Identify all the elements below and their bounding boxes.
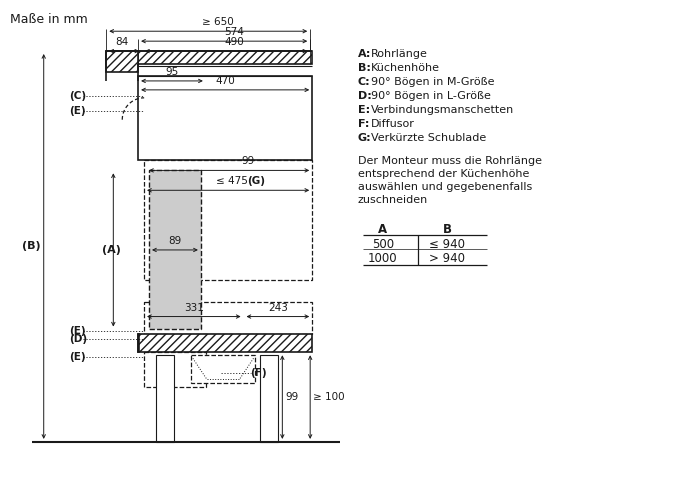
Text: ≥ 650: ≥ 650 [202, 17, 234, 27]
Text: 90° Bögen in M-Größe: 90° Bögen in M-Größe [371, 77, 494, 87]
Text: Maße in mm: Maße in mm [10, 13, 87, 26]
Text: D:: D: [358, 91, 372, 101]
Text: 500: 500 [372, 238, 394, 251]
Text: > 940: > 940 [429, 252, 465, 265]
Text: Rohrlänge: Rohrlänge [371, 49, 428, 59]
Text: 89: 89 [168, 236, 182, 246]
Text: A: A [378, 223, 387, 236]
Bar [144, 352, 206, 387]
Bar [138, 76, 312, 160]
Text: C:: C: [358, 77, 370, 87]
Text: (D): (D) [70, 335, 87, 345]
Text: B: B [443, 223, 452, 236]
Text: entsprechend der Küchenhöhe: entsprechend der Küchenhöhe [358, 169, 530, 180]
Text: ≤ 940: ≤ 940 [429, 238, 465, 251]
Text: (A): (A) [102, 245, 121, 255]
Text: 99: 99 [241, 156, 255, 167]
Text: (E): (E) [70, 326, 86, 336]
Text: Diffusor: Diffusor [371, 119, 415, 129]
Bar [138, 335, 139, 352]
Bar [156, 355, 174, 442]
Text: zuschneiden: zuschneiden [358, 195, 428, 205]
Bar [106, 51, 312, 64]
Text: F:: F: [358, 119, 370, 129]
Text: Küchenhöhe: Küchenhöhe [371, 63, 440, 73]
Text: 1000: 1000 [368, 252, 397, 265]
Text: 574: 574 [224, 27, 244, 37]
Text: (E): (E) [70, 352, 86, 362]
Text: ≥ 100: ≥ 100 [313, 392, 345, 402]
Text: (F): (F) [250, 368, 267, 378]
Text: 331: 331 [184, 302, 204, 312]
Text: 243: 243 [268, 302, 287, 312]
Text: ≤ 475: ≤ 475 [216, 176, 251, 186]
Text: (C): (C) [70, 91, 87, 101]
Bar [144, 160, 312, 280]
Text: A:: A: [358, 49, 372, 59]
Text: 84: 84 [116, 37, 129, 47]
Bar [260, 355, 279, 442]
Bar [138, 335, 312, 352]
Bar [191, 355, 256, 383]
Text: 90° Bögen in L-Größe: 90° Bögen in L-Größe [371, 91, 491, 101]
Text: (E): (E) [70, 106, 86, 116]
Text: 490: 490 [224, 37, 244, 47]
Text: 95: 95 [165, 67, 178, 77]
Text: 470: 470 [216, 76, 235, 86]
Bar [149, 170, 201, 329]
Text: G:: G: [358, 132, 372, 143]
Text: E:: E: [358, 105, 370, 115]
Text: (B): (B) [22, 241, 41, 252]
Text: B:: B: [358, 63, 371, 73]
Text: Verbindungsmanschetten: Verbindungsmanschetten [371, 105, 514, 115]
Bar [106, 51, 138, 72]
Text: (G): (G) [247, 176, 265, 186]
Text: auswählen und gegebenenfalls: auswählen und gegebenenfalls [358, 182, 532, 192]
Bar [144, 301, 312, 335]
Text: 99: 99 [285, 392, 298, 402]
Text: Verkürzte Schublade: Verkürzte Schublade [371, 132, 486, 143]
Text: Der Monteur muss die Rohrlänge: Der Monteur muss die Rohrlänge [358, 156, 542, 167]
